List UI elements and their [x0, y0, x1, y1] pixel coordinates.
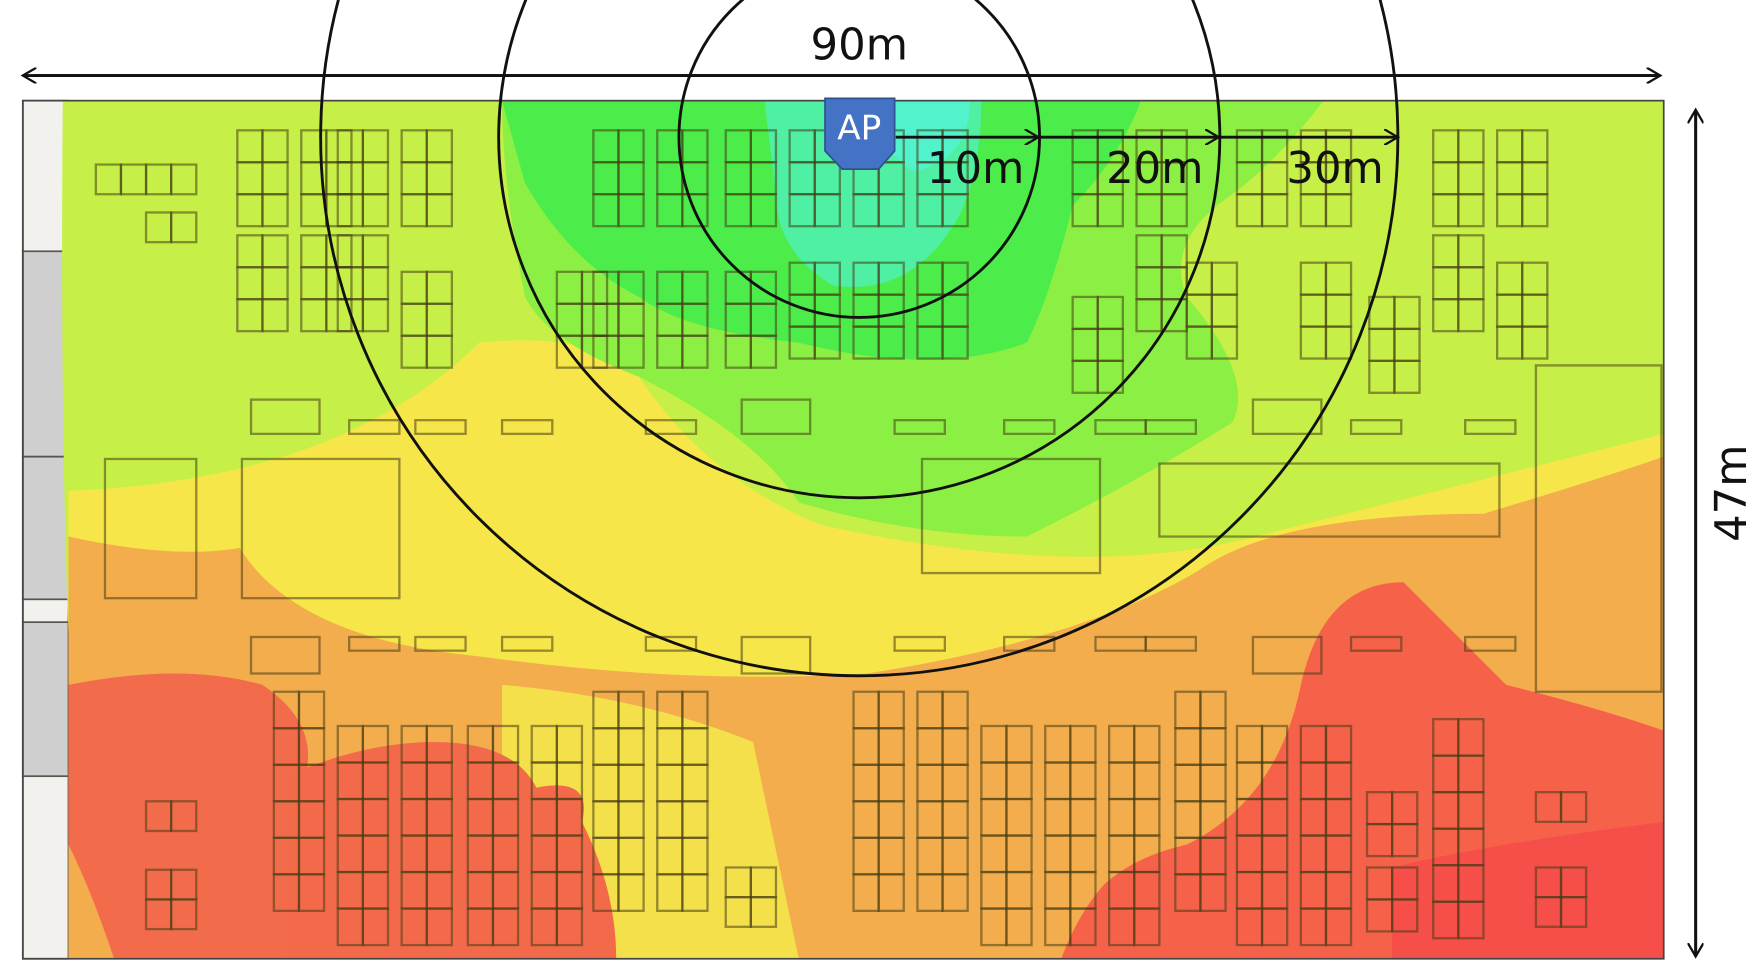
shelf	[261, 298, 289, 333]
shelf	[425, 334, 454, 369]
shelf	[249, 635, 321, 675]
shelf	[1005, 907, 1033, 947]
ap-label: AP	[837, 108, 881, 148]
shelf	[348, 419, 401, 436]
shelf	[170, 800, 198, 833]
shelf	[1324, 325, 1353, 360]
width-label: 90m	[811, 21, 908, 71]
shelving	[94, 129, 1663, 947]
shelf	[920, 457, 1102, 575]
shelf	[361, 298, 390, 333]
shelf	[491, 907, 520, 947]
shelf	[1349, 635, 1403, 652]
shelf	[170, 211, 198, 244]
shelf	[1158, 462, 1501, 538]
shelf	[1144, 419, 1198, 436]
shelf	[1391, 898, 1419, 933]
shelf	[261, 193, 289, 228]
shelf	[749, 896, 778, 928]
signal-heatmap	[62, 100, 1664, 959]
shelf	[361, 193, 390, 228]
shelf	[1393, 359, 1421, 394]
shelf	[1096, 359, 1124, 394]
shelf	[617, 334, 645, 369]
shelf	[941, 873, 969, 912]
shelf	[1260, 193, 1289, 228]
shelf	[1133, 907, 1161, 947]
shelf	[103, 457, 198, 600]
range-arrows	[23, 76, 1696, 957]
shelf	[1003, 419, 1056, 436]
shelf	[681, 334, 709, 369]
shelf	[1464, 419, 1517, 436]
shelf	[877, 325, 905, 360]
shelf	[1251, 398, 1323, 436]
shelf	[1521, 325, 1549, 360]
height-label: 47m	[1707, 444, 1757, 541]
shelf	[361, 907, 390, 947]
shelf	[681, 193, 709, 228]
ring-label: 10m	[927, 144, 1024, 194]
shelf	[681, 873, 709, 912]
shelf	[749, 193, 778, 228]
shelf	[1457, 298, 1485, 333]
shelf	[617, 873, 645, 912]
shelf	[644, 635, 698, 652]
shelf	[1464, 635, 1517, 652]
shelf	[1260, 907, 1289, 947]
shelf	[1391, 822, 1419, 858]
shelf	[941, 193, 969, 228]
shelf	[749, 334, 778, 369]
shelf	[1251, 635, 1323, 675]
shelf	[1199, 873, 1227, 912]
shelf	[1559, 896, 1588, 928]
shelf	[500, 419, 554, 436]
shelf	[1210, 325, 1239, 360]
shelf	[1144, 635, 1198, 652]
shelf	[425, 907, 454, 947]
shelf	[740, 635, 812, 675]
shelf	[297, 873, 326, 912]
shelf	[1160, 193, 1188, 228]
shelf	[617, 193, 645, 228]
walls	[21, 99, 70, 960]
shelf	[941, 325, 969, 360]
shelf	[1349, 419, 1403, 436]
shelf	[1457, 193, 1485, 228]
shelf	[348, 635, 401, 652]
shelf	[1324, 907, 1353, 947]
shelf	[813, 193, 841, 228]
shelf	[500, 635, 554, 652]
shelf	[1534, 364, 1663, 693]
ring-label: 30m	[1286, 144, 1383, 194]
access-point	[824, 97, 896, 170]
shelf	[877, 873, 905, 912]
shelf	[414, 419, 467, 436]
shelf	[425, 193, 454, 228]
shelf	[170, 898, 198, 931]
shelf	[740, 398, 812, 436]
shelf	[1457, 900, 1485, 940]
shelf	[1003, 635, 1056, 652]
shelf	[813, 325, 841, 360]
shelf	[414, 635, 467, 652]
shelf	[877, 193, 905, 228]
shelf	[1096, 193, 1124, 228]
shelf	[555, 907, 584, 947]
shelf	[170, 163, 198, 196]
shelf	[893, 635, 946, 652]
shelf	[1324, 193, 1353, 228]
shelf	[1069, 907, 1097, 947]
shelf	[1521, 193, 1549, 228]
shelf	[1559, 791, 1588, 823]
shelf	[249, 398, 321, 436]
ring-label: 20m	[1106, 144, 1203, 194]
shelf	[240, 457, 401, 600]
shelf	[893, 419, 946, 436]
